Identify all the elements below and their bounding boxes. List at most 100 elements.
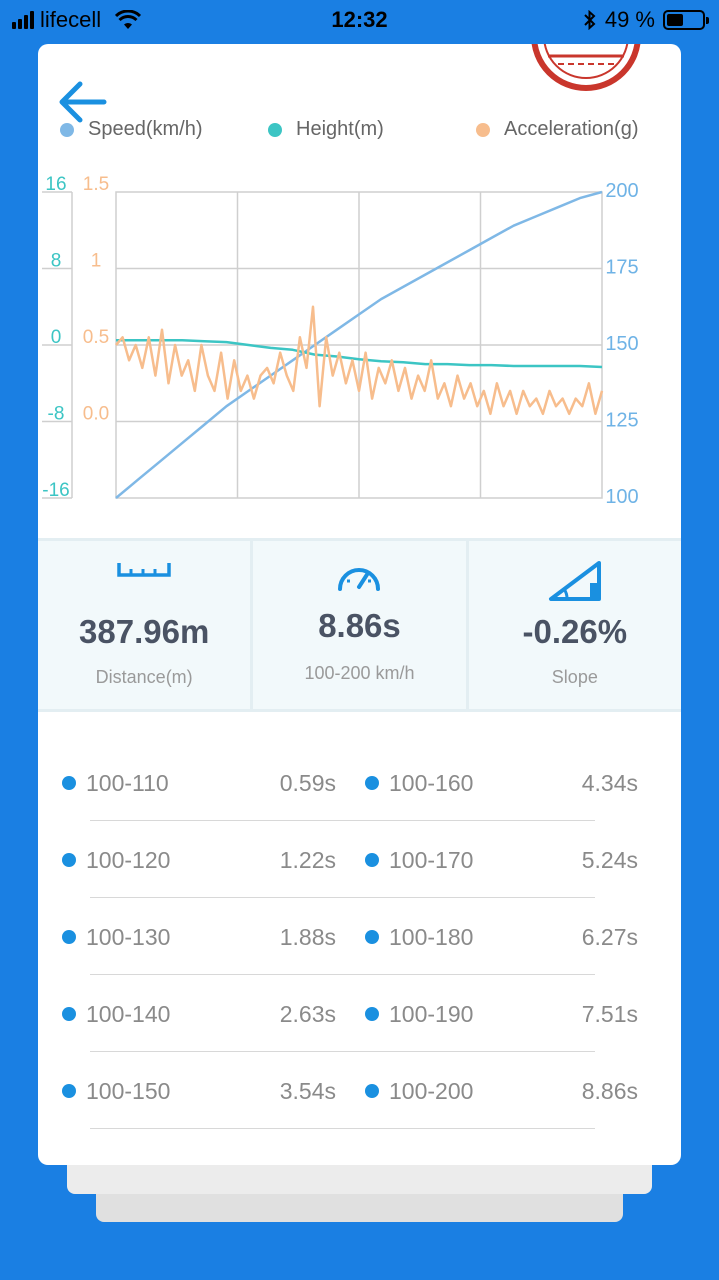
card-stack-shadow — [67, 1160, 652, 1194]
height-tick-label: 0 — [51, 327, 62, 348]
chart-area: 16 8 0 -8 -16 1.5 1 0.5 0.0 200 175 150 125 100 — [38, 164, 681, 534]
split-right: 100-200 — [365, 1076, 473, 1106]
row-divider — [90, 974, 595, 975]
legend-item-acceleration: Acceleration(g) — [476, 118, 639, 141]
legend-dot-height — [268, 122, 282, 137]
bluetooth-icon — [584, 10, 596, 30]
bullet-icon — [62, 930, 76, 944]
split-row: 100-110 0.59s 100-160 4.34s — [38, 744, 681, 821]
legend-dot-acceleration — [476, 122, 490, 137]
slope-value: -0.26% — [522, 613, 628, 650]
split-left: 100-110 — [62, 768, 169, 798]
speed-tick-label: 150 — [605, 333, 638, 355]
ruler-icon — [117, 563, 171, 577]
split-time: 1.88s — [279, 924, 336, 950]
split-time: 1.22s — [279, 847, 336, 873]
stamp-logo — [531, 44, 641, 91]
slope-icon — [548, 561, 601, 601]
slope-label: Slope — [551, 667, 598, 687]
speedometer-icon — [338, 568, 381, 591]
split-range: 100-170 — [389, 846, 474, 873]
speed-tick-label: 100 — [605, 486, 638, 508]
split-time: 5.24s — [581, 847, 638, 873]
split-time: 8.86s — [581, 1078, 638, 1104]
series-line-height — [116, 338, 603, 369]
split-range: 100-110 — [86, 769, 169, 796]
signal-icon — [12, 11, 34, 29]
bullet-icon — [365, 776, 379, 790]
accel-tick-label: 0.0 — [83, 404, 109, 425]
distance-label: Distance(m) — [95, 667, 193, 687]
split-time: 4.34s — [581, 770, 638, 796]
split-time: 3.54s — [279, 1078, 336, 1104]
split-range: 100-160 — [389, 769, 474, 796]
split-time: 0.59s — [279, 770, 336, 796]
row-divider — [90, 1128, 595, 1129]
accel-tick-label: 0.5 — [83, 327, 109, 348]
row-divider — [90, 897, 595, 898]
split-left: 100-140 — [62, 999, 170, 1029]
row-divider — [90, 820, 595, 821]
card-stack-shadow — [96, 1190, 623, 1222]
split-row: 100-120 1.22s 100-170 5.24s — [38, 821, 681, 898]
legend-dot-speed — [60, 122, 74, 137]
legend-label-height: Height(m) — [296, 118, 384, 140]
bullet-icon — [365, 1084, 379, 1098]
time-label: 100-200 km/h — [304, 663, 415, 683]
bullet-icon — [62, 776, 76, 790]
split-left: 100-120 — [62, 845, 170, 875]
split-row: 100-130 1.88s 100-180 6.27s — [38, 898, 681, 975]
bullet-icon — [365, 930, 379, 944]
speed-tick-label: 175 — [605, 257, 638, 279]
stats-panel: 387.96m Distance(m) 8.86s 100-200 km/h -… — [38, 538, 681, 712]
height-tick-label: -16 — [42, 480, 69, 501]
height-tick-label: 16 — [45, 174, 66, 195]
row-divider — [90, 1051, 595, 1052]
chart-legend: Speed(km/h) Height(m) Acceleration(g) — [38, 118, 681, 146]
split-range: 100-150 — [86, 1077, 171, 1104]
status-time: 12:32 — [331, 7, 388, 32]
wifi-icon — [115, 10, 142, 29]
split-row: 100-140 2.63s 100-190 7.51s — [38, 975, 681, 1052]
split-range: 100-200 — [389, 1077, 474, 1104]
height-tick-label: -8 — [48, 404, 65, 425]
split-right: 100-170 — [365, 845, 473, 875]
speed-tick-label: 125 — [605, 410, 638, 432]
bullet-icon — [62, 853, 76, 867]
battery-icon — [663, 10, 709, 30]
split-range: 100-120 — [86, 846, 171, 873]
distance-value: 387.96m — [79, 613, 210, 650]
back-arrow-icon[interactable] — [56, 80, 108, 124]
height-tick-label: 8 — [51, 251, 62, 272]
bullet-icon — [62, 1084, 76, 1098]
split-time: 7.51s — [581, 1001, 638, 1027]
battery-percent: 49 % — [604, 7, 655, 32]
split-left: 100-150 — [62, 1076, 170, 1106]
split-time: 2.63s — [279, 1001, 336, 1027]
bullet-icon — [365, 853, 379, 867]
stat-time: 8.86s 100-200 km/h — [250, 541, 465, 709]
split-range: 100-190 — [389, 1000, 474, 1027]
split-range: 100-180 — [389, 923, 474, 950]
legend-label-speed: Speed(km/h) — [88, 118, 203, 140]
line-chart: 16 8 0 -8 -16 1.5 1 0.5 0.0 200 175 150 125 100 — [42, 174, 639, 508]
split-row: 100-150 3.54s 100-200 8.86s — [38, 1052, 681, 1129]
status-bar: lifecell 12:32 49 % — [0, 0, 719, 40]
split-right: 100-190 — [365, 999, 473, 1029]
split-range: 100-130 — [86, 923, 171, 950]
time-value: 8.86s — [318, 607, 401, 644]
split-right: 100-180 — [365, 922, 473, 952]
result-card: Speed(km/h) Height(m) Acceleration(g) 16… — [38, 44, 681, 1165]
bullet-icon — [62, 1007, 76, 1021]
legend-label-acceleration: Acceleration(g) — [504, 118, 639, 140]
accel-tick-label: 1 — [91, 251, 102, 272]
speed-tick-label: 200 — [605, 180, 638, 202]
legend-item-speed: Speed(km/h) — [60, 118, 203, 141]
split-time: 6.27s — [581, 924, 638, 950]
accel-tick-label: 1.5 — [83, 174, 109, 195]
carrier-name: lifecell — [40, 7, 102, 32]
split-range: 100-140 — [86, 1000, 171, 1027]
legend-item-height: Height(m) — [268, 118, 384, 141]
series-line-speed — [115, 190, 603, 499]
bullet-icon — [365, 1007, 379, 1021]
